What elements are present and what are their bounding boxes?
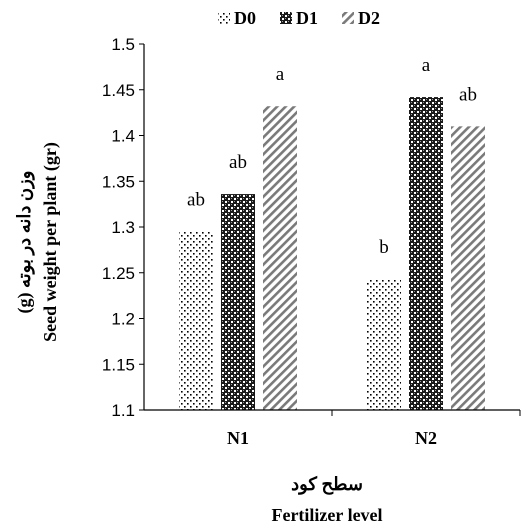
significance-label: a <box>422 55 431 76</box>
legend-label: D2 <box>358 8 380 28</box>
y-tick-label: 1.2 <box>111 310 135 329</box>
y-tick-label: 1.35 <box>102 172 135 191</box>
y-tick-label: 1.25 <box>102 264 135 283</box>
bar <box>179 231 213 410</box>
x-tick-label: N1 <box>227 428 249 448</box>
significance-label: ab <box>229 152 247 173</box>
x-axis-title-fa: سطح کود <box>291 474 363 495</box>
y-tick-label: 1.15 <box>102 355 135 374</box>
legend: D0 D1 D2 <box>218 8 380 28</box>
significance-label: ab <box>187 190 205 211</box>
y-axis-title-en: Seed weight per plant (gr) <box>40 142 61 342</box>
y-tick-label: 1.45 <box>102 81 135 100</box>
x-axis-title-en: Fertilizer level <box>271 505 382 525</box>
bar <box>221 194 255 410</box>
y-axis-title-fa: وزن دانه در بوته (g) <box>14 171 35 314</box>
y-tick-label: 1.1 <box>111 401 135 420</box>
legend-swatch <box>342 12 354 24</box>
x-axis: N1 N2 <box>144 409 521 448</box>
significance-label: ab <box>459 84 477 105</box>
legend-label: D1 <box>296 8 318 28</box>
bar <box>409 97 443 410</box>
legend-swatch <box>280 12 292 24</box>
y-tick-label: 1.4 <box>111 127 135 146</box>
legend-swatch <box>218 12 230 24</box>
x-tick-label: N2 <box>415 428 437 448</box>
significance-label: b <box>379 237 389 258</box>
bar <box>367 279 401 410</box>
significance-label: a <box>276 64 285 85</box>
y-tick-label: 1.5 <box>111 35 135 54</box>
bar <box>451 126 485 410</box>
y-axis: 1.1 1.15 1.2 1.25 1.3 1.35 1.4 1.45 1.5 <box>102 35 145 420</box>
legend-label: D0 <box>234 8 256 28</box>
y-tick-label: 1.3 <box>111 218 135 237</box>
bar <box>263 106 297 410</box>
